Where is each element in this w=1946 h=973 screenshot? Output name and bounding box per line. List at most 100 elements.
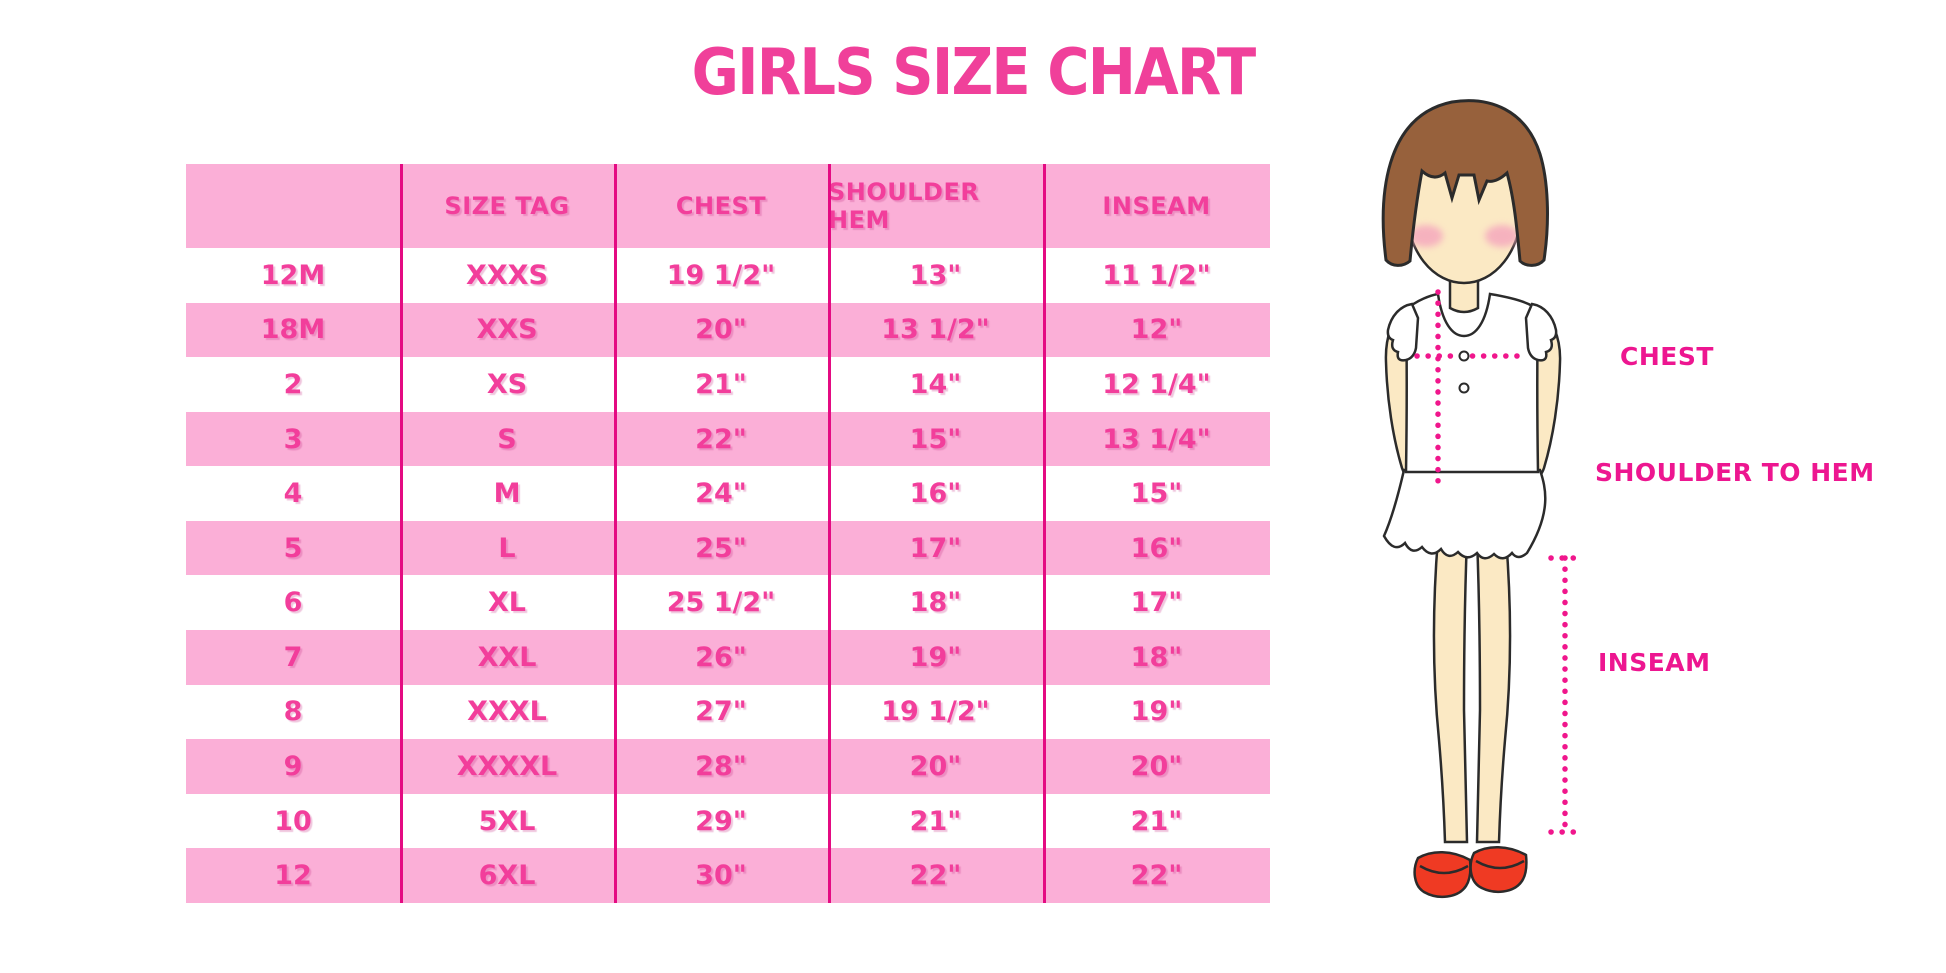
column-header: INSEAM — [1102, 192, 1211, 220]
skirt-ruffle — [1382, 468, 1547, 560]
chest-label: CHEST — [1620, 342, 1714, 371]
table-cell: 21" — [909, 805, 962, 837]
row-size-label: 5 — [283, 532, 303, 564]
table-cell: 25" — [695, 532, 747, 564]
row-size-label: 9 — [283, 750, 303, 782]
table-cell: 16" — [1130, 532, 1183, 564]
table-row: 4 M 24" 16" 15" — [186, 466, 1270, 521]
table-cell: XS — [486, 368, 528, 400]
table-row: 2 XS 21" 14" 12 1/4" — [186, 357, 1270, 412]
table-cell: 30" — [695, 860, 747, 892]
table-cell: XXXL — [467, 696, 547, 728]
table-cell: XXXS — [466, 259, 548, 291]
left-shoe — [1413, 851, 1472, 899]
column-header: CHEST — [675, 192, 767, 220]
hair — [1381, 99, 1549, 267]
inseam-label: INSEAM — [1598, 648, 1711, 677]
table-cell: 19 1/2" — [666, 259, 776, 291]
table-cell: 22" — [695, 423, 747, 455]
table-cell: 20" — [909, 750, 962, 782]
table-cell: 17" — [909, 532, 962, 564]
table-cell: S — [497, 423, 517, 455]
table-cell: 11 1/2" — [1102, 259, 1211, 291]
right-shoe-strap — [1475, 859, 1525, 870]
table-cell: 13 1/4" — [1102, 423, 1211, 455]
table-row: 5 L 25" 17" 16" — [186, 520, 1270, 576]
table-cell: 12 1/4" — [1102, 368, 1211, 400]
table-cell: 14" — [909, 368, 962, 400]
table-cell: XXS — [476, 314, 538, 346]
right-shoe — [1469, 846, 1528, 894]
left-blush — [1409, 225, 1443, 247]
row-size-label: 8 — [283, 696, 303, 728]
right-leg — [1475, 536, 1512, 844]
row-size-label: 2 — [283, 368, 303, 400]
table-cell: 17" — [1130, 587, 1183, 619]
row-size-label: 12M — [260, 259, 326, 291]
table-cell: 28" — [695, 750, 747, 782]
table-row: 9 XXXXL 28" 20" 20" — [186, 739, 1270, 794]
left-leg — [1432, 536, 1469, 844]
table-cell: 29" — [695, 805, 747, 837]
left-shoe-strap — [1419, 864, 1469, 875]
header-row: SIZE TAG CHEST SHOULDER HEM INSEAM — [186, 164, 1270, 248]
table-cell: 6XL — [478, 860, 536, 892]
table-cell: 21" — [695, 368, 747, 400]
corner-header — [186, 164, 400, 248]
table-row: 10 5XL 29" 21" 21" — [186, 793, 1270, 849]
table-cell: 13" — [909, 259, 962, 291]
table-cell: 12" — [1130, 314, 1183, 346]
table-cell: 24" — [695, 478, 747, 510]
table-cell: 22" — [1130, 860, 1183, 892]
table-cell: 26" — [695, 641, 747, 673]
table-cell: 25 1/2" — [666, 587, 776, 619]
table-row: 8 XXXL 27" 19 1/2" 19" — [186, 684, 1270, 740]
table-cell: 15" — [1130, 478, 1183, 510]
row-size-label: 7 — [283, 641, 303, 673]
table-cell: 18" — [909, 587, 962, 619]
row-size-label: 12 — [274, 860, 312, 892]
bottom-button — [1458, 382, 1470, 394]
table-cell: 19" — [909, 641, 962, 673]
left-sleeve-ruffle — [1386, 302, 1420, 362]
right-blush — [1485, 225, 1519, 247]
table-cell: M — [493, 478, 521, 510]
table-cell: 15" — [909, 423, 962, 455]
row-size-label: 6 — [283, 587, 303, 619]
column-divider — [828, 164, 831, 903]
table-cell: 27" — [695, 696, 747, 728]
table-cell: XXL — [477, 641, 537, 673]
table-cell: 19 1/2" — [881, 696, 990, 728]
table-row: 18M XXS 20" 13 1/2" 12" — [186, 302, 1270, 358]
table-cell: XXXXL — [456, 750, 558, 782]
table-cell: L — [498, 532, 516, 564]
page-title: GIRLS SIZE CHART — [691, 36, 1256, 110]
table-row: 3 S 22" 15" 13 1/4" — [186, 411, 1270, 467]
table-cell: 13 1/2" — [881, 314, 990, 346]
girl-illustration — [1381, 99, 1582, 899]
table-cell: 22" — [909, 860, 962, 892]
table-row: 12M XXXS 19 1/2" 13" 11 1/2" — [186, 248, 1270, 303]
table-row: 12 6XL 30" 22" 22" — [186, 848, 1270, 903]
shoulder-to-hem-label: SHOULDER TO HEM — [1595, 458, 1875, 487]
top-button — [1458, 350, 1470, 362]
row-size-label: 4 — [283, 478, 303, 510]
table-row: 7 XXL 26" 19" 18" — [186, 630, 1270, 685]
row-size-label: 3 — [283, 423, 303, 455]
table-cell: 20" — [1130, 750, 1183, 782]
table-cell: 5XL — [478, 805, 536, 837]
table-cell: 19" — [1130, 696, 1183, 728]
table-cell: 20" — [695, 314, 747, 346]
column-header: SIZE TAG — [444, 192, 570, 220]
column-header: SHOULDER HEM — [828, 178, 980, 234]
size-table: SIZE TAG CHEST SHOULDER HEM INSEAM 12M XXXS 19… — [186, 164, 1270, 903]
right-sleeve-ruffle — [1524, 302, 1558, 362]
row-size-label: 18M — [260, 314, 326, 346]
row-size-label: 10 — [274, 805, 312, 837]
bodice — [1404, 292, 1540, 474]
column-divider — [400, 164, 403, 903]
table-row: 6 XL 25 1/2" 18" 17" — [186, 575, 1270, 631]
table-cell: 21" — [1130, 805, 1183, 837]
column-divider — [1043, 164, 1046, 903]
